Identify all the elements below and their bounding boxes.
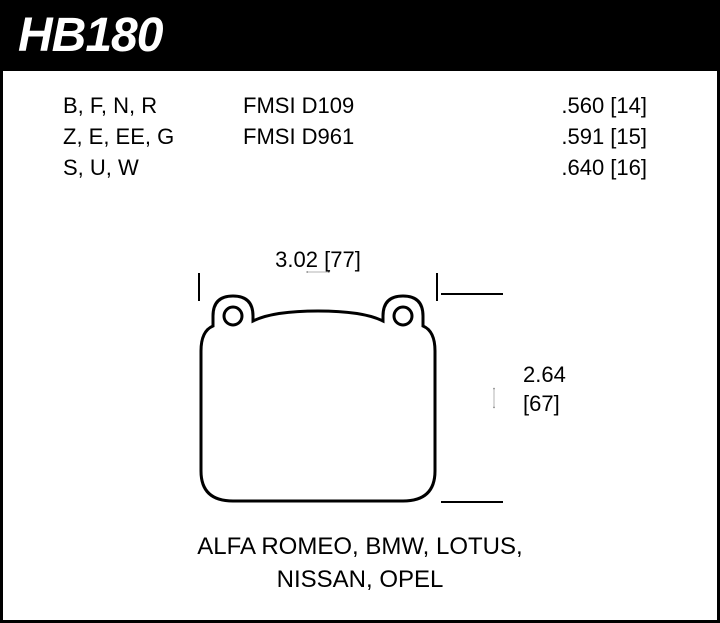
spec-text: .591 [15] <box>443 122 647 153</box>
spec-frame: B, F, N, R Z, E, EE, G S, U, W FMSI D109… <box>0 71 720 623</box>
fmsi-codes: FMSI D109 FMSI D961 <box>243 91 443 183</box>
width-value: 3.02 [77] <box>198 247 438 273</box>
brands-line: NISSAN, OPEL <box>3 564 717 596</box>
compound-codes: B, F, N, R Z, E, EE, G S, U, W <box>63 91 243 183</box>
height-mm: [67] <box>523 390 566 419</box>
spec-columns: B, F, N, R Z, E, EE, G S, U, W FMSI D109… <box>3 71 717 193</box>
part-number: HB180 <box>18 9 162 62</box>
height-dimension: 2.64 [67] <box>523 361 566 418</box>
spec-text: FMSI D109 <box>243 91 443 122</box>
thickness-values: .560 [14] .591 [15] .640 [16] <box>443 91 677 183</box>
spec-text: Z, E, EE, G <box>63 122 243 153</box>
spec-text: B, F, N, R <box>63 91 243 122</box>
width-arrow <box>198 271 438 273</box>
spec-text: S, U, W <box>63 153 243 184</box>
spec-text: .560 [14] <box>443 91 647 122</box>
brands-line: ALFA ROMEO, BMW, LOTUS, <box>3 531 717 563</box>
vehicle-brands: ALFA ROMEO, BMW, LOTUS, NISSAN, OPEL <box>3 531 717 596</box>
pad-diagram: 3.02 [77] 2.64 [67] <box>3 231 717 571</box>
spec-text: FMSI D961 <box>243 122 443 153</box>
height-arrow <box>493 293 495 503</box>
spec-text: .640 [16] <box>443 153 647 184</box>
part-header: HB180 <box>0 0 720 71</box>
ext-line <box>441 501 503 503</box>
height-inches: 2.64 <box>523 361 566 390</box>
ext-line <box>441 293 503 295</box>
brake-pad-outline <box>198 291 438 506</box>
